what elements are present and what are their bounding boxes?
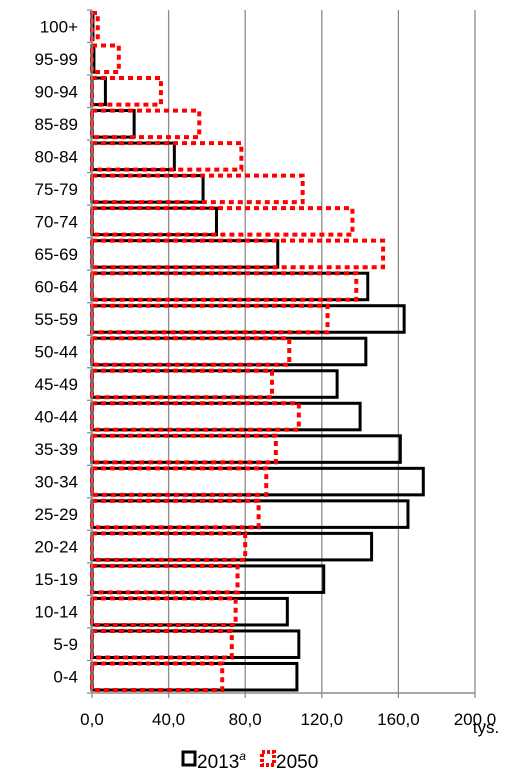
y-tick-label-30-34: 30-34 — [35, 473, 78, 492]
y-tick-label-70-74: 70-74 — [35, 212, 78, 231]
bar-2050-85-89 — [90, 108, 202, 140]
bar-2013-30-34 — [90, 466, 425, 497]
bar-2050-25-29 — [90, 498, 261, 530]
bar-2013-80-84 — [90, 141, 176, 172]
y-tick-label-90-94: 90-94 — [35, 82, 78, 101]
y-tick-label-100+: 100+ — [40, 17, 78, 36]
legend-label-2013: 2013a — [197, 749, 246, 773]
bar-2050-35-39 — [90, 433, 278, 465]
y-tick-labels: 0-4 5-9 10-14 15-19 20-24 25-29 30-34 35-39 40-4… — [35, 17, 79, 686]
bar-2050-90-94 — [90, 76, 163, 107]
x-tick-label: 120,0 — [301, 710, 344, 729]
bar-2050-50-44 — [90, 336, 292, 367]
bar-2050-100+ — [90, 11, 100, 42]
bar-2050-0-4 — [90, 661, 225, 693]
bar-2050-80-84 — [90, 141, 244, 172]
y-tick-label-60-64: 60-64 — [35, 277, 78, 296]
legend-label-2050: 2050 — [276, 752, 318, 773]
bar-2050-65-69 — [90, 238, 386, 270]
y-tick-label-95-99: 95-99 — [35, 50, 78, 69]
bar-2050-55-59 — [90, 303, 330, 335]
x-tick-label: 40,0 — [152, 710, 185, 729]
y-tick-label-5-9: 5-9 — [53, 635, 78, 654]
bar-2013-25-29 — [90, 499, 410, 529]
y-tick-label-0-4: 0-4 — [53, 668, 78, 687]
y-tick-label-20-24: 20-24 — [35, 538, 78, 557]
bar-2050-95-99 — [90, 43, 121, 75]
y-tick-label-45-49: 45-49 — [35, 375, 78, 394]
bar-2050-60-64 — [90, 271, 359, 302]
bar-2013-20-24 — [90, 531, 374, 562]
bar-2013-50-44 — [90, 336, 368, 367]
bar-2050-10-14 — [90, 596, 238, 627]
x-tick-label: 160,0 — [377, 710, 420, 729]
x-tick-labels: 0,0 40,0 80,0 120,0 160,0 200,0 — [80, 710, 496, 729]
y-tick-label-80-84: 80-84 — [35, 147, 78, 166]
bar-2013-5-9 — [90, 629, 301, 659]
bar-2013-10-14 — [90, 596, 289, 627]
axes — [87, 9, 476, 698]
bar-2013-35-39 — [90, 434, 402, 464]
bar-2050-30-34 — [90, 466, 269, 497]
grid-lines — [167, 10, 476, 693]
y-tick-label-85-89: 85-89 — [35, 115, 78, 134]
legend: 2013a 2050 — [181, 749, 318, 773]
y-tick-label-55-59: 55-59 — [35, 310, 78, 329]
bar-2050-15-19 — [90, 563, 240, 595]
y-tick-label-75-79: 75-79 — [35, 180, 78, 199]
bar-2013-60-64 — [90, 271, 370, 302]
x-tick-label: 200,0 — [454, 710, 497, 729]
bar-2050-70-74 — [90, 206, 355, 237]
x-tick-label: 0,0 — [80, 710, 104, 729]
bar-2013-70-74 — [90, 206, 218, 237]
bar-2013-90-94 — [90, 76, 107, 107]
y-tick-label-25-29: 25-29 — [35, 505, 78, 524]
legend-swatch-2050 — [260, 750, 276, 767]
bar-2013-40-44 — [90, 401, 362, 432]
bar-2013-75-79 — [90, 174, 205, 204]
bar-2013-15-19 — [90, 564, 326, 594]
bar-2050-40-44 — [90, 401, 301, 432]
x-tick-label: 80,0 — [229, 710, 262, 729]
series-2050-bars — [90, 11, 386, 693]
y-tick-label-35-39: 35-39 — [35, 440, 78, 459]
x-unit-label: tys. — [473, 718, 499, 737]
bar-2013-0-4 — [90, 661, 299, 692]
legend-swatch-2013 — [181, 750, 197, 767]
bar-2050-5-9 — [90, 628, 234, 660]
bar-2013-45-49 — [90, 369, 339, 399]
y-tick-label-10-14: 10-14 — [35, 603, 78, 622]
y-tick-label-65-69: 65-69 — [35, 245, 78, 264]
bar-2013-85-89 — [90, 109, 136, 139]
bar-2050-75-79 — [90, 173, 305, 205]
bar-2013-65-69 — [90, 239, 280, 269]
y-tick-label-40-44: 40-44 — [35, 408, 78, 427]
y-tick-label-15-19: 15-19 — [35, 570, 78, 589]
y-tick-label-50-44: 50-44 — [35, 343, 78, 362]
bar-2013-55-59 — [90, 304, 406, 334]
series-2013-bars — [90, 11, 425, 692]
